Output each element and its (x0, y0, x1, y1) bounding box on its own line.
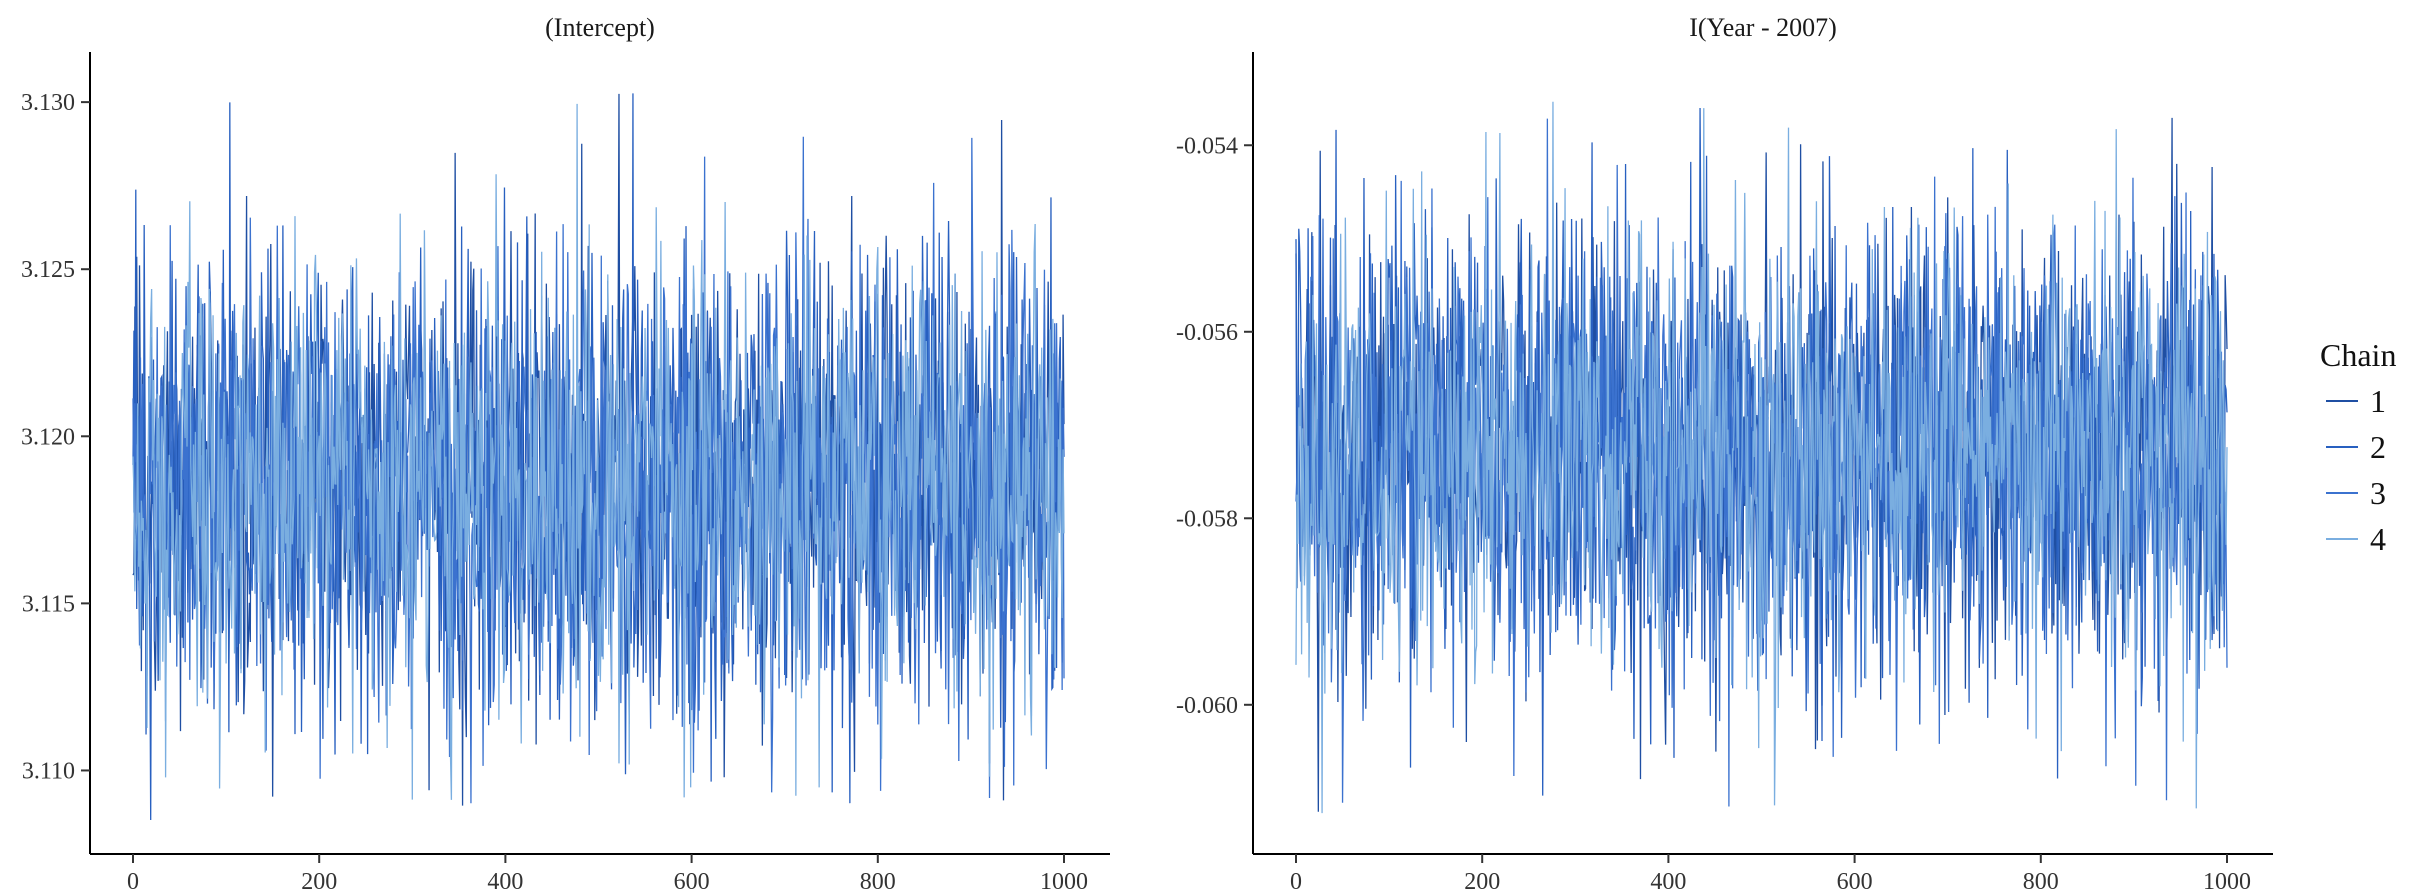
legend-item-1: 1 (2326, 383, 2386, 419)
y-tick-label-year--0.056: -0.056 (1176, 320, 1238, 346)
panel-year: I(Year - 2007) 0 200 400 600 800 1000 -0.054 -0… (1176, 13, 2273, 894)
legend-label-2: 2 (2370, 429, 2386, 465)
trace-year-chain-4 (1295, 101, 2228, 814)
y-tick-label-year--0.054: -0.054 (1176, 133, 1238, 159)
y-tick-label-year--0.060: -0.060 (1176, 693, 1238, 719)
legend-item-4: 4 (2326, 521, 2386, 557)
x-tick-label-year-200: 200 (1464, 869, 1500, 894)
x-tick-label-intercept-0: 0 (127, 869, 139, 894)
legend-label-1: 1 (2370, 383, 2386, 419)
panel-title-year: I(Year - 2007) (1689, 13, 1837, 42)
y-tick-label-year--0.058: -0.058 (1176, 506, 1238, 532)
x-tick-label-intercept-600: 600 (674, 869, 710, 894)
panel-title-intercept: (Intercept) (545, 13, 655, 42)
y-tick-label-intercept-3.115: 3.115 (22, 591, 75, 617)
panel-intercept: (Intercept) 0 200 400 600 800 1000 3.110 3.115 3… (21, 13, 1110, 894)
x-tick-label-intercept-400: 400 (487, 869, 523, 894)
x-tick-label-year-800: 800 (2023, 869, 2059, 894)
x-tick-label-year-600: 600 (1837, 869, 1873, 894)
x-tick-label-intercept-1000: 1000 (1040, 869, 1088, 894)
trace-intercept-chain-4 (132, 103, 1065, 800)
x-tick-label-intercept-800: 800 (860, 869, 896, 894)
series-group-intercept (132, 93, 1065, 821)
y-tick-label-intercept-3.120: 3.120 (21, 424, 75, 450)
y-tick-label-intercept-3.130: 3.130 (21, 90, 75, 116)
legend-item-2: 2 (2326, 429, 2386, 465)
legend-item-3: 3 (2326, 475, 2386, 511)
legend-title: Chain (2320, 337, 2396, 373)
x-tick-label-year-1000: 1000 (2203, 869, 2251, 894)
legend-label-3: 3 (2370, 475, 2386, 511)
x-tick-label-year-0: 0 (1290, 869, 1302, 894)
series-group-year (1295, 101, 2228, 814)
x-tick-label-intercept-200: 200 (301, 869, 337, 894)
chain-legend: Chain 1 2 3 4 (2320, 337, 2396, 557)
y-tick-label-intercept-3.125: 3.125 (21, 257, 75, 283)
y-tick-label-intercept-3.110: 3.110 (22, 758, 75, 784)
legend-label-4: 4 (2370, 521, 2386, 557)
x-tick-label-year-400: 400 (1650, 869, 1686, 894)
